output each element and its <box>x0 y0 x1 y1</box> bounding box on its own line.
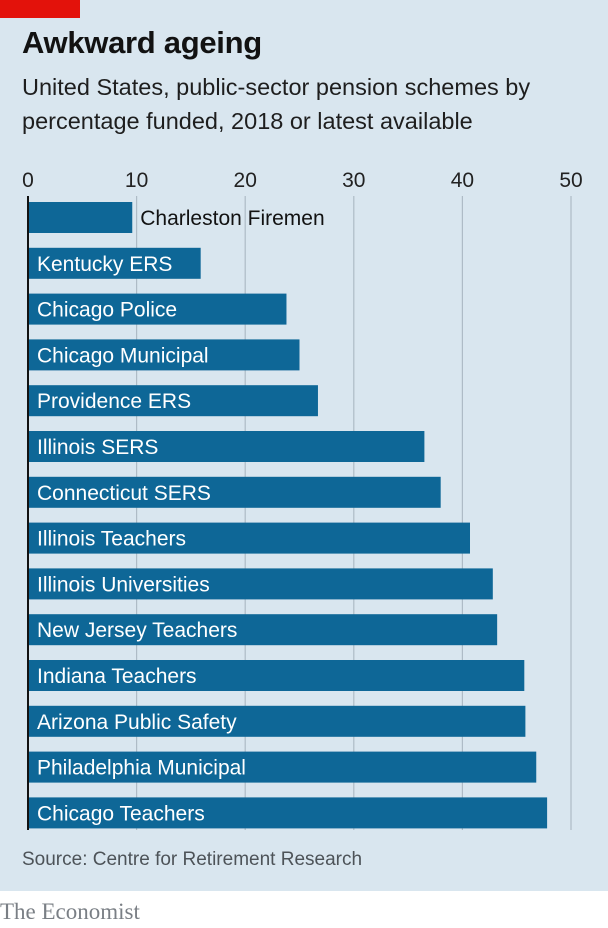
bar-label: Kentucky ERS <box>37 253 172 276</box>
x-tick-label: 40 <box>451 169 474 192</box>
bar <box>28 568 493 600</box>
publisher-brand: The Economist <box>0 899 140 924</box>
x-tick-label: 0 <box>22 169 34 192</box>
brand-red-tag <box>0 0 80 18</box>
bar-label: Providence ERS <box>37 390 191 413</box>
bar-label: Illinois Universities <box>37 573 210 596</box>
bar <box>28 797 548 829</box>
source-note: Source: Centre for Retirement Research <box>22 849 363 870</box>
x-tick-label: 20 <box>234 169 257 192</box>
bar-label: Illinois SERS <box>37 436 158 459</box>
chart-subtitle: United States, public-sector pension sch… <box>22 74 531 134</box>
bar-label: Chicago Police <box>37 299 177 322</box>
bar <box>28 293 287 325</box>
bar <box>28 247 201 279</box>
x-tick-label: 10 <box>125 169 148 192</box>
bar <box>28 660 525 691</box>
bar <box>28 614 498 646</box>
bar-label: Illinois Teachers <box>37 528 186 551</box>
bar-label: Arizona Public Safety <box>37 711 237 734</box>
bar-label: Chicago Teachers <box>37 802 205 825</box>
bar <box>28 751 537 783</box>
bar <box>28 522 471 554</box>
bar <box>28 339 300 371</box>
bar-label: Indiana Teachers <box>37 665 197 688</box>
x-tick-label: 50 <box>559 169 582 192</box>
bar <box>28 385 318 417</box>
chart-title: Awkward ageing <box>22 25 262 60</box>
bar <box>28 705 526 737</box>
bar <box>28 202 133 233</box>
bar-label: Charleston Firemen <box>140 207 324 230</box>
x-tick-label: 30 <box>342 169 365 192</box>
bar-label: Connecticut SERS <box>37 482 211 505</box>
bar <box>28 431 425 462</box>
bar-label: New Jersey Teachers <box>37 619 237 642</box>
bar-label: Chicago Municipal <box>37 344 209 367</box>
bar <box>28 476 441 508</box>
bar-label: Philadelphia Municipal <box>37 757 246 780</box>
